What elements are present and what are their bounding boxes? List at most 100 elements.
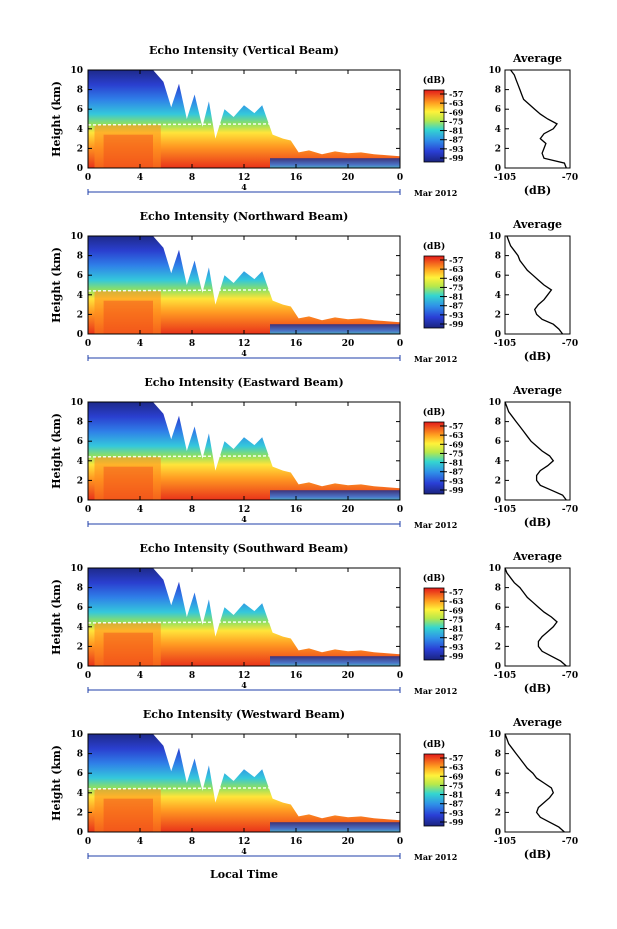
x-tick-label: 8 (189, 671, 195, 681)
colorbar-tick-label: -99 (449, 817, 464, 827)
y-axis-label: Height (km) (50, 247, 63, 323)
x-tick-label: 0 (397, 505, 403, 515)
average-y-tick-label: 6 (495, 769, 501, 779)
y-tick-label: 0 (77, 330, 83, 340)
x-tick-label: 4 (137, 173, 143, 183)
average-x-tick-label: -105 (494, 671, 517, 681)
average-y-tick-label: 8 (495, 418, 501, 428)
colorbar (423, 421, 445, 495)
average-y-tick-label: 8 (495, 252, 501, 262)
average-x-label: (dB) (524, 184, 551, 197)
panel-0: Echo Intensity (Vertical Beam) Height (km… (50, 44, 578, 198)
y-axis-label: Height (km) (50, 745, 63, 821)
average-frame (504, 235, 571, 335)
colorbar-tick-label: -63 (449, 762, 464, 772)
bright-band (87, 289, 271, 292)
x-tick-label: 0 (397, 837, 403, 847)
heatmap-field (88, 70, 400, 168)
average-y-tick-label: 6 (495, 603, 501, 613)
y-axis-label: Height (km) (50, 579, 63, 655)
y-tick-label: 4 (77, 623, 83, 633)
average-x-label: (dB) (524, 682, 551, 695)
colorbar-tick-label: -69 (449, 771, 464, 781)
y-tick-label: 6 (77, 437, 83, 447)
colorbar-tick-label: -69 (449, 605, 464, 615)
average-profile-line (506, 235, 564, 335)
colorbar-tick-label: -69 (449, 107, 464, 117)
average-y-tick-label: 8 (495, 750, 501, 760)
panel-1: Echo Intensity (Northward Beam) Height (k… (50, 210, 578, 364)
colorbar-tick-label: -75 (449, 282, 463, 292)
average-x-tick-label: -105 (494, 339, 517, 349)
colorbar-tick-label: -93 (449, 310, 464, 320)
y-tick-label: 10 (70, 66, 83, 76)
x-tick-label: 12 (238, 173, 251, 183)
x-tick-label: 4 (137, 339, 143, 349)
panel-4: Echo Intensity (Westward Beam) Height (km… (50, 708, 578, 862)
colorbar-tick-label: -81 (449, 126, 463, 136)
panel-3: Echo Intensity (Southward Beam) Height (k… (50, 542, 578, 696)
x-tick-label: 16 (290, 671, 303, 681)
colorbar-tick-label: -57 (449, 89, 463, 99)
chart-title: Echo Intensity (Westward Beam) (143, 708, 345, 721)
y-tick-label: 0 (77, 496, 83, 506)
average-x-tick-label: -70 (562, 837, 578, 847)
colorbar (423, 89, 445, 163)
average-title: Average (512, 550, 562, 563)
day-label: 4 (241, 182, 247, 192)
date-label: Mar 2012 (414, 188, 457, 198)
colorbar-tick-label: -57 (449, 255, 463, 265)
heatmap-surface-layer (270, 324, 400, 334)
y-tick-label: 6 (77, 769, 83, 779)
average-x-tick-label: -70 (562, 505, 578, 515)
x-tick-label: 16 (290, 837, 303, 847)
x-tick-label: 12 (238, 505, 251, 515)
heatmap-strong-echo (94, 788, 161, 832)
average-y-tick-label: 10 (488, 66, 501, 76)
average-y-tick-label: 0 (495, 164, 501, 174)
average-x-tick-label: -70 (562, 339, 578, 349)
x-tick-label: 0 (397, 173, 403, 183)
colorbar-tick-label: -93 (449, 476, 464, 486)
y-tick-label: 8 (77, 252, 83, 262)
colorbar-tick-label: -93 (449, 808, 464, 818)
average-y-tick-label: 4 (495, 789, 501, 799)
heatmap-field (88, 568, 400, 666)
y-tick-label: 2 (77, 144, 83, 154)
y-tick-label: 2 (77, 310, 83, 320)
colorbar-tick-label: -99 (449, 319, 464, 329)
x-tick-label: 4 (137, 671, 143, 681)
colorbar-tick-label: -57 (449, 587, 463, 597)
colorbar-tick-label: -81 (449, 292, 463, 302)
average-y-tick-label: 4 (495, 457, 501, 467)
average-y-tick-label: 0 (495, 662, 501, 672)
x-tick-label: 8 (189, 173, 195, 183)
y-tick-label: 2 (77, 476, 83, 486)
y-tick-label: 8 (77, 418, 83, 428)
average-x-tick-label: -105 (494, 505, 517, 515)
x-tick-label: 20 (342, 505, 355, 515)
x-tick-label: 12 (238, 837, 251, 847)
average-y-tick-label: 10 (488, 730, 501, 740)
colorbar-tick-label: -99 (449, 651, 464, 661)
chart-title: Echo Intensity (Southward Beam) (140, 542, 349, 555)
y-axis-label: Height (km) (50, 413, 63, 489)
x-tick-label: 0 (397, 671, 403, 681)
y-tick-label: 0 (77, 164, 83, 174)
colorbar-label: (dB) (423, 75, 445, 86)
x-tick-label: 20 (342, 339, 355, 349)
colorbar-tick-label: -93 (449, 144, 464, 154)
y-tick-label: 6 (77, 603, 83, 613)
colorbar-tick-label: -81 (449, 624, 463, 634)
x-tick-label: 0 (85, 173, 91, 183)
y-tick-label: 2 (77, 642, 83, 652)
heatmap-core-echo (103, 466, 153, 500)
colorbar-tick-label: -75 (449, 780, 463, 790)
x-tick-label: 0 (397, 339, 403, 349)
average-x-tick-label: -105 (494, 837, 517, 847)
x-tick-label: 0 (85, 837, 91, 847)
average-y-tick-label: 4 (495, 291, 501, 301)
heatmap-surface-layer (270, 822, 400, 832)
colorbar-tick-label: -99 (449, 153, 464, 163)
average-title: Average (512, 716, 562, 729)
